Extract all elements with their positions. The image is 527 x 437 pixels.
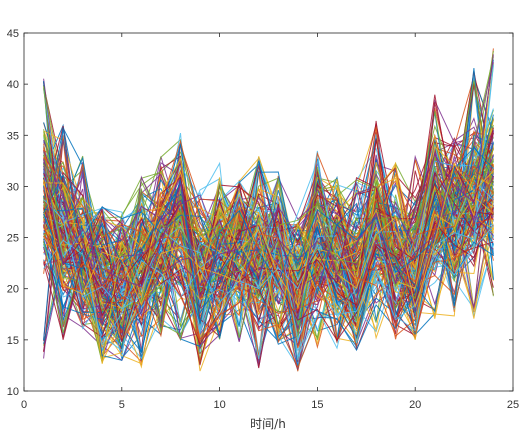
y-tick-label: 25 (7, 233, 19, 245)
x-tick-label: 20 (409, 399, 421, 411)
axis-ticks: 0 5 10 15 20 25 10 15 20 25 30 35 40 45 (7, 28, 519, 411)
series-group (43, 48, 494, 372)
y-tick-label: 30 (7, 181, 19, 193)
series-line (43, 62, 494, 343)
x-tick-label: 0 (21, 399, 27, 411)
series-line (43, 159, 494, 341)
y-tick-label: 15 (7, 335, 19, 347)
series-line (43, 200, 494, 346)
y-tick-label: 40 (7, 79, 19, 91)
series-line (43, 148, 494, 362)
series-line (43, 190, 494, 369)
series-line (43, 64, 494, 359)
plot-frame (23, 32, 514, 392)
x-axis-label: 时间/h (250, 417, 286, 431)
x-tick-label: 10 (213, 399, 225, 411)
y-tick-label: 45 (7, 28, 19, 40)
series-line (43, 164, 494, 349)
y-tick-label: 20 (7, 284, 19, 296)
series-line (43, 146, 494, 325)
y-tick-label: 35 (7, 130, 19, 142)
y-tick-label: 10 (7, 386, 19, 398)
x-tick-label: 15 (311, 399, 323, 411)
series-line (43, 144, 494, 323)
series-line (43, 54, 494, 320)
series-line (43, 162, 494, 308)
x-tick-label: 25 (507, 399, 519, 411)
x-tick-label: 5 (119, 399, 125, 411)
series-line (43, 132, 494, 366)
series-line (43, 173, 494, 339)
